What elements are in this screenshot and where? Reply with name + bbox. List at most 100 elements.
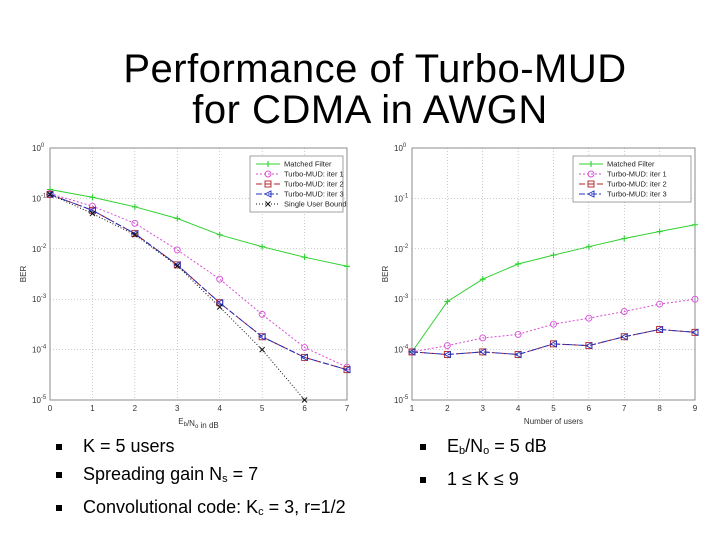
legend-label-turbo1: Turbo-MUD: iter 1	[607, 170, 667, 179]
legend-label-turbo2: Turbo-MUD: iter 2	[284, 180, 344, 189]
slide-title-line-2: for CDMA in AWGN	[192, 88, 548, 132]
bullet-users: K = 5 users	[56, 432, 346, 460]
legend-label-single: Single User Bound	[284, 200, 347, 209]
data-point-matched	[444, 298, 451, 305]
legend-label-turbo3: Turbo-MUD: iter 3	[607, 190, 667, 199]
legend-marker-turbo2	[264, 180, 272, 188]
y-tick-label: 100	[394, 143, 407, 153]
data-point-turbo3	[45, 190, 54, 199]
y-tick-label: 10-5	[394, 395, 409, 405]
y-tick-label: 10-5	[32, 395, 47, 405]
data-point-turbo3	[584, 341, 593, 350]
x-tick-label: 2	[445, 404, 450, 413]
x-tick-label: 1	[410, 404, 415, 413]
x-tick-label: 2	[133, 404, 138, 413]
data-point-turbo1	[514, 330, 522, 338]
x-tick-label: 6	[302, 404, 307, 413]
x-tick-label: 4	[516, 404, 521, 413]
data-point-matched	[174, 215, 181, 222]
data-point-matched	[550, 252, 557, 259]
data-point-matched	[585, 243, 592, 250]
legend-label-matched: Matched Filter	[607, 160, 655, 169]
y-axis-label: BER	[19, 266, 28, 283]
data-point-matched	[621, 235, 628, 242]
data-point-matched	[515, 260, 522, 267]
data-point-matched	[656, 228, 663, 235]
legend-marker-turbo3	[586, 190, 595, 198]
series-line-turbo1	[49, 193, 348, 368]
x-tick-label: 9	[693, 404, 698, 413]
users-chart-group: 1 2 3 4 5 6 7 8 9 100 10-1 10-2 10-3 10-4 10-5 BER Numbe…	[381, 143, 699, 426]
data-point-turbo1	[216, 275, 224, 283]
left-bullet-list: K = 5 users Spreading gain Ns = 7 Convol…	[56, 432, 346, 526]
legend-label-matched: Matched Filter	[284, 160, 332, 169]
data-point-turbo3	[407, 348, 416, 356]
data-point-single	[132, 231, 138, 238]
data-point-matched	[216, 231, 223, 238]
y-tick-label: 10-4	[394, 345, 409, 355]
x-tick-label: 5	[551, 404, 556, 413]
data-point-turbo1	[258, 310, 266, 318]
data-point-single	[174, 262, 181, 269]
legend-marker-matched	[588, 161, 594, 167]
x-tick-label: 1	[90, 404, 95, 413]
bullet-snr: Eb/No = 5 dB	[420, 432, 547, 465]
slide-title-line-1: Performance of Turbo-MUD	[123, 47, 627, 91]
data-point-matched	[692, 221, 698, 228]
data-point-turbo3	[88, 206, 96, 215]
series-line-turbo2	[411, 328, 696, 356]
data-point-single	[301, 397, 308, 403]
legend-label-turbo3: Turbo-MUD: iter 3	[284, 190, 344, 199]
series-line-matched	[49, 189, 348, 267]
legend-marker-turbo2	[587, 180, 595, 188]
data-point-turbo1	[656, 300, 664, 308]
data-point-matched	[479, 276, 486, 283]
bullet-user-range: 1 ≤ K ≤ 9	[420, 465, 547, 493]
legend-marker-turbo1	[264, 170, 272, 178]
data-point-matched	[89, 194, 96, 201]
series-line-turbo3	[49, 193, 348, 371]
data-point-single	[47, 191, 53, 198]
bullet-code: Convolutional code: Kc = 3, r=1/2	[56, 493, 346, 526]
legend-marker-single	[265, 201, 271, 207]
data-point-turbo1	[550, 320, 557, 328]
data-point-turbo3	[655, 325, 664, 334]
data-point-turbo1	[479, 334, 487, 342]
data-point-single	[259, 346, 265, 353]
data-point-turbo1	[301, 344, 309, 351]
data-point-matched	[131, 203, 138, 210]
x-tick-label: 8	[657, 404, 662, 413]
data-point-matched	[259, 243, 266, 250]
x-tick-label: 6	[587, 404, 592, 413]
y-tick-label: 100	[32, 143, 45, 153]
x-tick-label: 0	[48, 404, 53, 413]
snr-chart-group: 0 1 2 3 4 5 6 7 100 10-1 10-2 10-3 10-4 10-5 BER Eb/No …	[19, 143, 351, 430]
legend-label-turbo1: Turbo-MUD: iter 1	[284, 170, 344, 179]
data-point-turbo1	[585, 314, 593, 322]
legend-marker-matched	[265, 161, 271, 167]
data-point-turbo3	[549, 340, 557, 348]
data-point-turbo3	[300, 353, 309, 362]
data-point-turbo3	[443, 350, 451, 359]
y-tick-label: 10-1	[32, 193, 47, 203]
x-axis-label: Number of users	[524, 417, 583, 426]
y-tick-label: 10-1	[394, 193, 409, 203]
data-point-turbo1	[691, 295, 699, 303]
data-point-turbo3	[342, 365, 351, 374]
series-line-turbo1	[411, 298, 696, 353]
x-axis-label: Eb/No in dB	[178, 417, 219, 430]
x-tick-label: 3	[481, 404, 486, 413]
data-point-matched	[344, 263, 350, 270]
y-tick-label: 10-4	[32, 345, 47, 355]
data-point-turbo1	[620, 308, 628, 315]
data-point-turbo3	[478, 348, 487, 356]
data-point-turbo1	[131, 219, 139, 227]
data-point-turbo3	[215, 299, 224, 307]
data-point-turbo3	[620, 333, 628, 341]
x-tick-label: 5	[260, 404, 265, 413]
data-point-matched	[301, 254, 308, 261]
data-point-single	[89, 210, 96, 217]
y-tick-label: 10-3	[32, 294, 47, 304]
data-point-turbo1	[173, 246, 181, 254]
